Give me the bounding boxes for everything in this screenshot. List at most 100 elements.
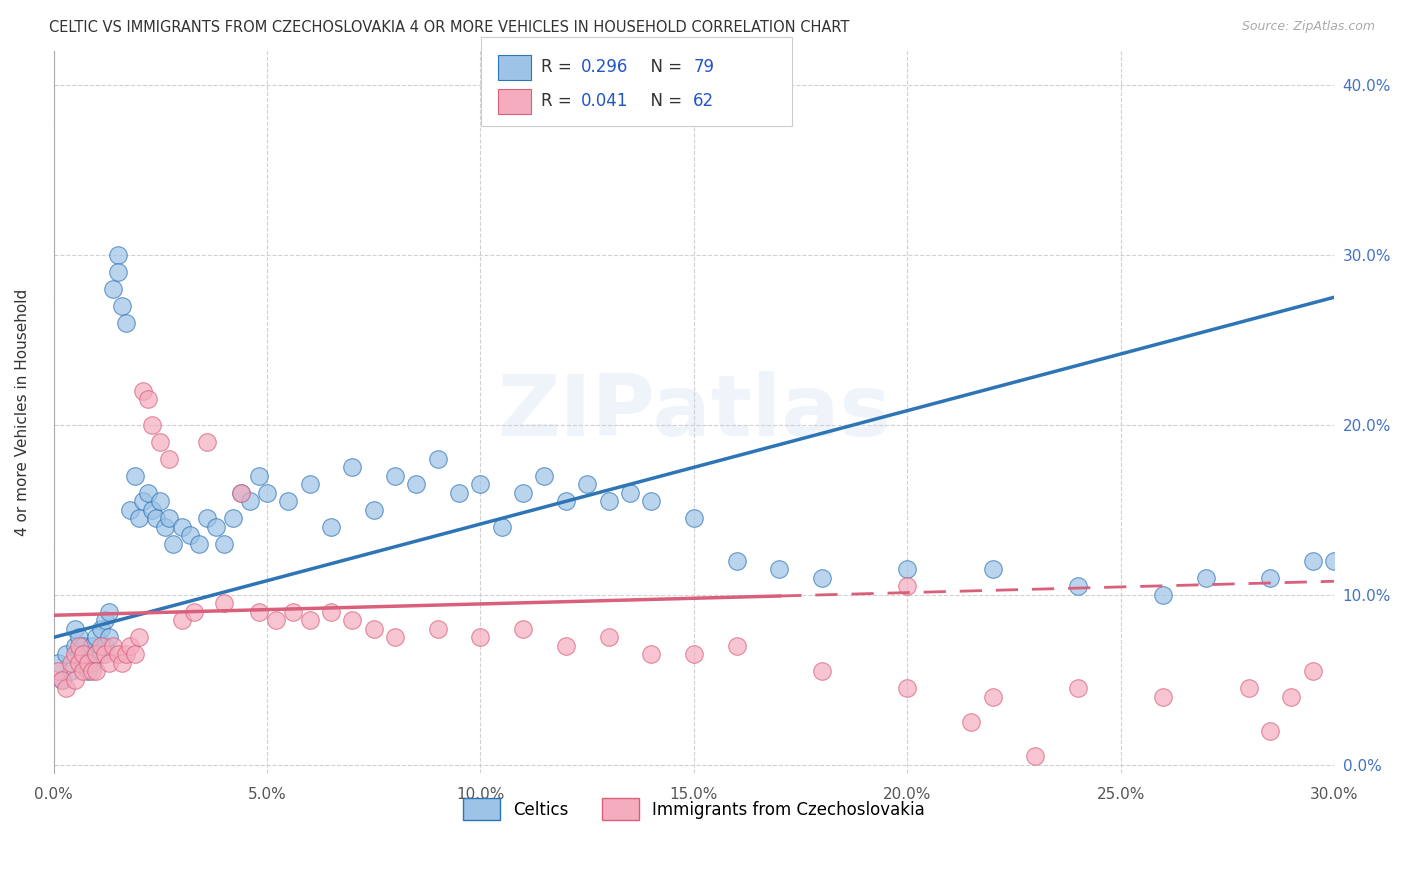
Point: [170, 613, 193, 627]
Point: [51, 673, 73, 687]
Point: [449, 486, 471, 500]
Point: [170, 520, 193, 534]
Point: [67, 656, 90, 670]
Point: [231, 486, 253, 500]
Point: [683, 511, 706, 525]
Point: [80, 656, 103, 670]
Point: [94, 648, 117, 662]
Point: [98, 631, 121, 645]
Point: [145, 511, 167, 525]
Point: [1237, 681, 1260, 696]
Point: [98, 605, 121, 619]
Point: [319, 605, 342, 619]
Text: R =: R =: [541, 58, 578, 76]
Point: [512, 486, 534, 500]
Text: Source: ZipAtlas.com: Source: ZipAtlas.com: [1241, 20, 1375, 33]
Point: [1067, 579, 1090, 593]
Point: [111, 656, 134, 670]
Point: [107, 248, 129, 262]
Text: 62: 62: [693, 92, 714, 110]
Point: [128, 511, 150, 525]
Point: [84, 631, 107, 645]
Point: [72, 656, 94, 670]
Text: CELTIC VS IMMIGRANTS FROM CZECHOSLOVAKIA 4 OR MORE VEHICLES IN HOUSEHOLD CORRELA: CELTIC VS IMMIGRANTS FROM CZECHOSLOVAKIA…: [49, 20, 849, 35]
Point: [405, 477, 427, 491]
Point: [363, 503, 385, 517]
Point: [59, 665, 82, 679]
Point: [124, 468, 146, 483]
Point: [157, 511, 180, 525]
Point: [214, 596, 236, 610]
Point: [141, 417, 163, 432]
Point: [896, 579, 918, 593]
Point: [247, 605, 270, 619]
Point: [1152, 690, 1174, 704]
Point: [1258, 571, 1281, 585]
Point: [470, 631, 492, 645]
Point: [111, 299, 134, 313]
Point: [59, 656, 82, 670]
Point: [281, 605, 304, 619]
Point: [319, 520, 342, 534]
Point: [80, 665, 103, 679]
Point: [342, 460, 364, 475]
Point: [214, 537, 236, 551]
Point: [136, 486, 159, 500]
Point: [896, 681, 918, 696]
Text: 0.041: 0.041: [581, 92, 628, 110]
Point: [598, 494, 620, 508]
Point: [84, 648, 107, 662]
Point: [811, 665, 834, 679]
Text: N =: N =: [640, 92, 688, 110]
Point: [76, 665, 98, 679]
Point: [179, 528, 201, 542]
Point: [598, 631, 620, 645]
Point: [342, 613, 364, 627]
Point: [72, 639, 94, 653]
Point: [195, 511, 218, 525]
Point: [222, 511, 245, 525]
Point: [1302, 665, 1324, 679]
Point: [55, 648, 77, 662]
Point: [277, 494, 299, 508]
Point: [84, 648, 107, 662]
Point: [80, 639, 103, 653]
Point: [640, 494, 662, 508]
Point: [725, 554, 748, 568]
Point: [1067, 681, 1090, 696]
Point: [103, 282, 125, 296]
Point: [204, 520, 226, 534]
Text: 79: 79: [693, 58, 714, 76]
Point: [512, 622, 534, 636]
Point: [683, 648, 706, 662]
Point: [90, 622, 112, 636]
Point: [67, 639, 90, 653]
Point: [153, 520, 176, 534]
Point: [63, 639, 86, 653]
Point: [239, 494, 262, 508]
Point: [363, 622, 385, 636]
Point: [725, 639, 748, 653]
Point: [115, 648, 138, 662]
Legend: Celtics, Immigrants from Czechoslovakia: Celtics, Immigrants from Czechoslovakia: [457, 792, 931, 827]
Point: [94, 639, 117, 653]
Text: 0.296: 0.296: [581, 58, 628, 76]
Point: [811, 571, 834, 585]
Point: [426, 622, 449, 636]
Point: [384, 468, 406, 483]
Point: [67, 648, 90, 662]
Point: [63, 648, 86, 662]
Point: [896, 562, 918, 576]
Point: [76, 648, 98, 662]
Point: [1258, 723, 1281, 738]
Point: [120, 639, 142, 653]
Point: [981, 690, 1004, 704]
Point: [298, 477, 321, 491]
Text: ZIPatlas: ZIPatlas: [496, 370, 891, 453]
Point: [231, 486, 253, 500]
Point: [149, 494, 172, 508]
Point: [554, 494, 576, 508]
Point: [107, 265, 129, 279]
Point: [768, 562, 790, 576]
Point: [132, 384, 155, 398]
